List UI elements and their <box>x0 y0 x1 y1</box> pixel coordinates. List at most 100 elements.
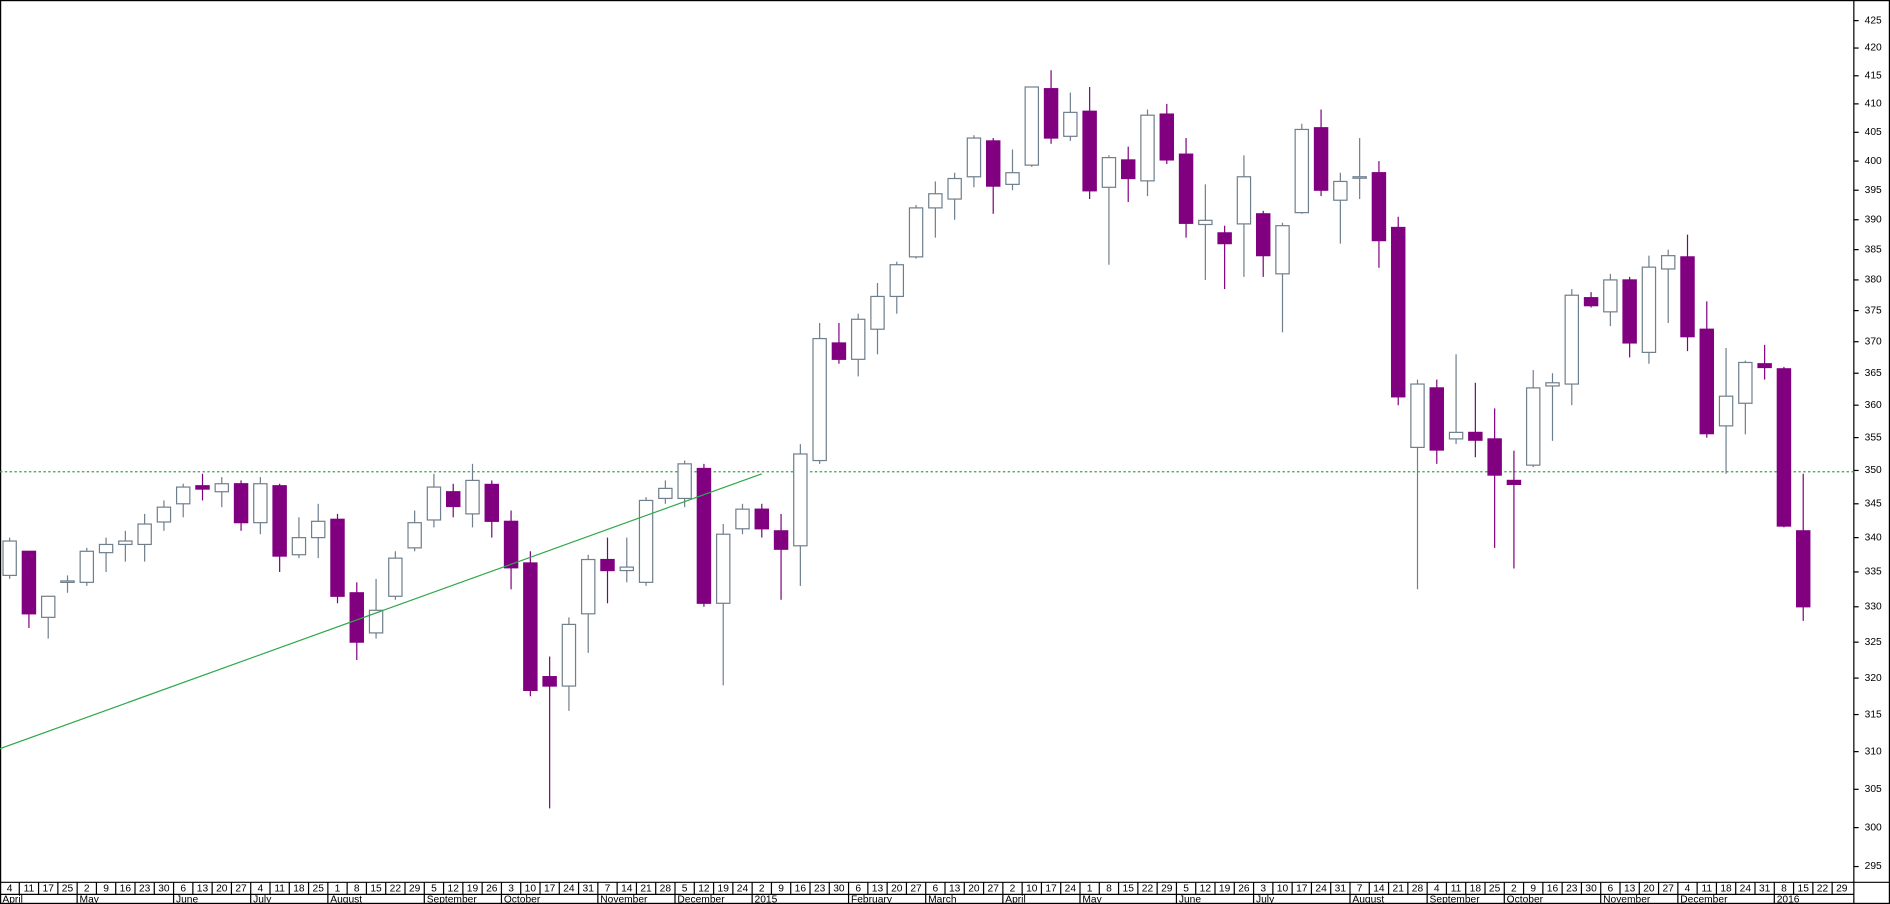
month-label: December <box>677 894 725 904</box>
x-tick-label: 13 <box>1624 884 1636 895</box>
month-label: September <box>1430 894 1481 904</box>
x-tick-label: 16 <box>120 884 132 895</box>
candle-body <box>1718 395 1734 427</box>
x-tick-label: 20 <box>968 884 980 895</box>
candle-body <box>388 557 403 597</box>
month-label: April <box>1005 894 1025 904</box>
candle-body <box>1660 255 1676 270</box>
candle-body <box>889 264 905 298</box>
y-tick-label: 400 <box>1865 156 1882 167</box>
x-tick-label: 24 <box>1065 884 1077 895</box>
trendline <box>0 473 762 750</box>
candle-body <box>156 506 172 523</box>
y-tick-label: 340 <box>1865 532 1882 543</box>
candle-body <box>1275 225 1290 275</box>
candle-body <box>850 318 866 360</box>
x-tick-label: 6 <box>933 884 939 895</box>
x-tick-label: 4 <box>1434 884 1440 895</box>
candle-body <box>310 520 326 539</box>
month-label: May <box>1082 894 1102 904</box>
month-label: February <box>851 894 893 904</box>
month-label: October <box>504 894 541 904</box>
y-tick-label: 330 <box>1865 601 1882 612</box>
x-tick-label: 19 <box>718 884 730 895</box>
x-tick-label: 8 <box>354 884 360 895</box>
month-label: July <box>1256 894 1275 904</box>
candle-body <box>947 177 962 200</box>
candle-body <box>426 486 442 521</box>
x-tick-label: 2 <box>1511 884 1517 895</box>
y-tick-label: 315 <box>1865 709 1882 720</box>
x-tick-label: 12 <box>448 884 460 895</box>
x-tick-label: 18 <box>293 884 305 895</box>
x-tick-label: 25 <box>1489 884 1501 895</box>
y-tick-label: 420 <box>1865 43 1882 54</box>
y-tick-label: 325 <box>1865 637 1882 648</box>
candle-body <box>1101 157 1117 188</box>
x-tick-label: 18 <box>1470 884 1482 895</box>
x-tick-label: 12 <box>1200 884 1212 895</box>
x-tick-label: 3 <box>1260 884 1266 895</box>
candle-body <box>561 623 577 687</box>
y-tick-label: 310 <box>1865 746 1882 757</box>
x-tick-label: 25 <box>62 884 74 895</box>
month-label: May <box>80 894 100 904</box>
x-tick-label: 16 <box>795 884 807 895</box>
x-tick-label: 11 <box>274 884 285 895</box>
x-tick-label: 7 <box>1357 884 1363 895</box>
x-tick-label: 29 <box>1836 884 1848 895</box>
x-tick-label: 13 <box>197 884 209 895</box>
x-tick-label: 22 <box>1817 884 1829 895</box>
x-tick-label: 11 <box>24 884 35 895</box>
month-label: August <box>330 894 362 904</box>
candle-body <box>1159 113 1175 161</box>
candle-body <box>1178 153 1194 224</box>
x-tick-label: 27 <box>988 884 1000 895</box>
x-tick-label: 20 <box>891 884 903 895</box>
x-tick-label: 29 <box>1161 884 1173 895</box>
x-tick-label: 27 <box>1663 884 1675 895</box>
x-tick-label: 24 <box>1315 884 1327 895</box>
candle-body <box>1198 219 1213 226</box>
month-label: June <box>176 894 199 904</box>
x-tick-label: 23 <box>139 884 151 895</box>
y-tick-label: 405 <box>1865 127 1882 138</box>
candle-body <box>118 540 133 546</box>
candle-body <box>600 558 615 572</box>
month-label: August <box>1352 894 1384 904</box>
y-tick-label: 375 <box>1865 305 1882 316</box>
candle-body <box>985 140 1001 187</box>
month-label: June <box>1179 894 1202 904</box>
candle-body <box>1043 88 1059 139</box>
x-tick-label: 2 <box>759 884 765 895</box>
x-tick-label: 8 <box>1106 884 1112 895</box>
candle-body <box>1680 256 1695 338</box>
candle-body <box>1468 431 1483 441</box>
x-tick-label: 11 <box>1701 884 1712 895</box>
x-tick-label: 31 <box>1335 884 1347 895</box>
candle-body <box>1005 172 1020 185</box>
x-tick-label: 17 <box>1045 884 1057 895</box>
x-tick-label: 8 <box>1781 884 1787 895</box>
candle-body <box>1776 368 1792 527</box>
y-tick-label: 345 <box>1865 498 1882 509</box>
x-tick-label: 25 <box>313 884 325 895</box>
x-tick-label: 17 <box>544 884 556 895</box>
candle-body <box>1545 382 1560 387</box>
candle-body <box>330 518 345 597</box>
candle-body <box>1622 279 1637 344</box>
x-tick-label: 10 <box>525 884 537 895</box>
candle-body <box>349 592 365 643</box>
x-tick-label: 26 <box>486 884 498 895</box>
candle-body <box>1641 266 1657 353</box>
candle-body <box>580 558 596 615</box>
x-tick-label: 10 <box>1277 884 1289 895</box>
x-tick-label: 31 <box>583 884 595 895</box>
x-tick-label: 3 <box>508 884 514 895</box>
candle-body <box>484 483 500 522</box>
candle-body <box>793 453 808 547</box>
candle-body <box>619 566 635 572</box>
y-tick-label: 360 <box>1865 400 1882 411</box>
x-tick-label: 23 <box>1566 884 1578 895</box>
x-tick-label: 5 <box>431 884 437 895</box>
